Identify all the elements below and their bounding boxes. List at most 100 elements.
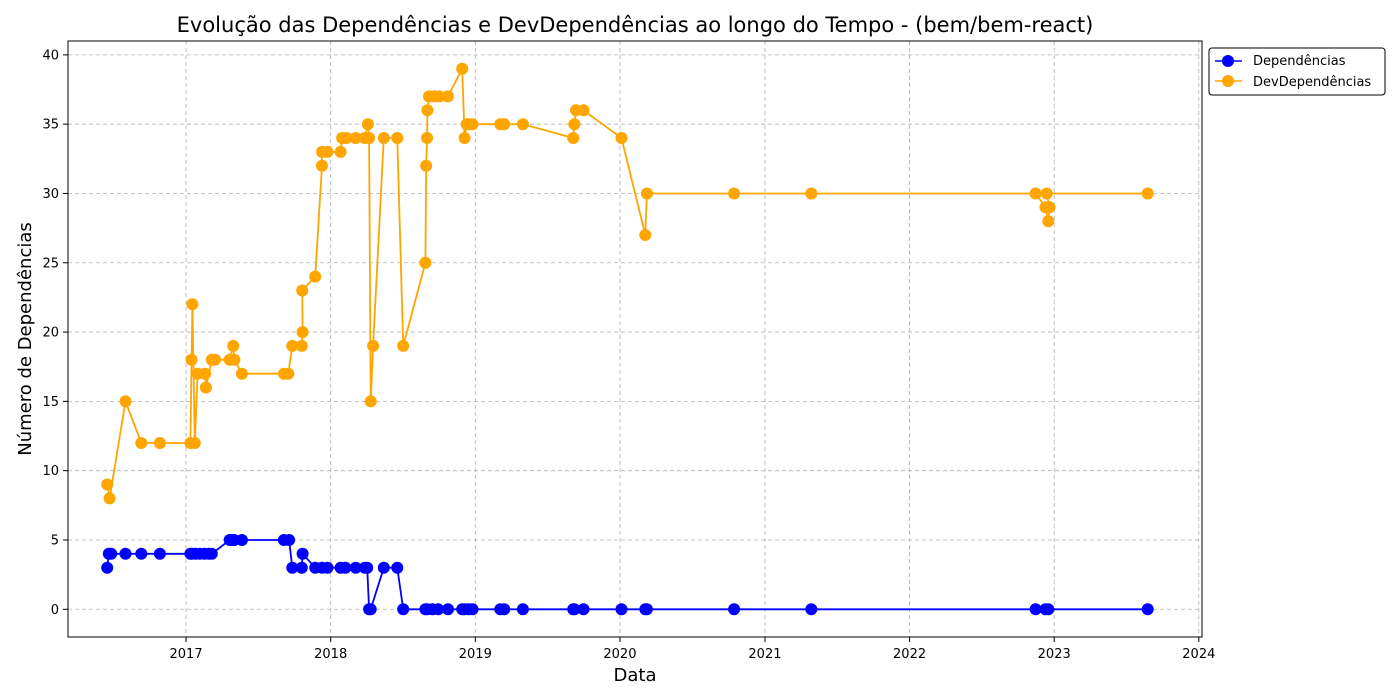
data-point [205,547,218,560]
data-point [442,90,454,103]
series-layer [101,62,1154,616]
data-point [339,561,352,574]
data-point [377,132,390,144]
y-tick-label: 35 [42,118,59,133]
data-point [367,339,380,352]
data-point [101,561,114,574]
chart-title: Evolução das Dependências e DevDependênc… [177,13,1094,37]
data-point [805,603,818,616]
x-tick-label: 2018 [314,647,347,662]
data-point [567,132,580,144]
x-tick-label: 2019 [459,647,492,662]
data-point [153,547,166,560]
y-axis-label: Número de Dependências [15,222,36,456]
x-tick-label: 2022 [893,647,926,662]
data-point [377,561,390,574]
data-point [419,256,432,269]
series-1 [101,62,1154,505]
legend-marker-devdependencias [1222,75,1234,87]
data-point [615,132,628,144]
data-point [283,534,296,546]
data-point [498,603,511,616]
data-point [186,298,199,311]
data-point [334,145,347,158]
data-point [296,547,309,560]
data-point [1043,201,1056,214]
data-point [639,229,652,241]
data-point [340,132,353,144]
data-point [209,353,221,366]
data-point [286,561,299,574]
data-point [199,367,212,380]
plot-frame [67,40,1203,638]
data-point [442,603,454,616]
y-tick-label: 15 [42,395,59,410]
data-point [397,339,410,352]
data-point [1042,215,1055,228]
legend-label-devdependencias: DevDependências [1253,75,1371,90]
data-point [235,534,248,546]
data-point [363,132,376,144]
data-point [728,603,741,616]
data-point [349,132,362,144]
data-point [1141,603,1154,616]
y-tick-label: 10 [42,464,59,479]
data-point [119,395,132,408]
x-tick-label: 2021 [748,647,781,662]
x-tick-label: 2020 [603,647,636,662]
x-tick-label: 2024 [1182,647,1215,662]
data-point [1042,603,1055,616]
y-tick-label: 30 [42,187,59,202]
data-point [391,132,404,144]
data-point [135,547,148,560]
x-axis-label: Data [614,665,657,686]
data-point [577,104,590,117]
data-point [282,367,295,380]
data-point [805,187,818,200]
data-point [228,353,241,366]
data-point [391,561,404,574]
data-point [640,603,653,616]
data-point [397,603,410,616]
data-point [466,118,479,131]
data-point [433,90,446,103]
data-point [295,561,308,574]
data-point [458,132,471,144]
data-point [432,603,445,616]
y-tick-label: 0 [51,603,59,618]
data-point [640,187,653,200]
data-point [321,561,334,574]
data-point [103,492,116,505]
data-point [1029,603,1042,616]
data-point [568,118,581,131]
data-point [119,547,132,560]
data-point [421,132,433,144]
x-tick-label: 2017 [170,647,203,662]
data-point [421,104,434,117]
y-tick-label: 25 [42,256,59,271]
data-point [349,561,362,574]
data-point [516,118,529,131]
legend-frame [1208,47,1386,96]
legend-marker-dependencias [1222,55,1234,67]
data-point [361,561,374,574]
data-point [420,159,433,172]
data-point [135,437,148,449]
data-point [498,118,511,131]
data-point [361,118,374,131]
series-line [106,539,1148,611]
data-point [1029,187,1042,200]
data-point [1040,187,1053,200]
data-point [316,159,328,172]
data-point [295,339,308,352]
data-point [568,603,581,616]
data-point [188,437,201,449]
grid [68,41,1202,637]
data-point [309,270,322,283]
data-point [466,603,479,616]
data-point [321,145,334,158]
y-tick-label: 5 [51,533,59,548]
y-tick-label: 40 [42,48,59,63]
data-point [516,603,529,616]
